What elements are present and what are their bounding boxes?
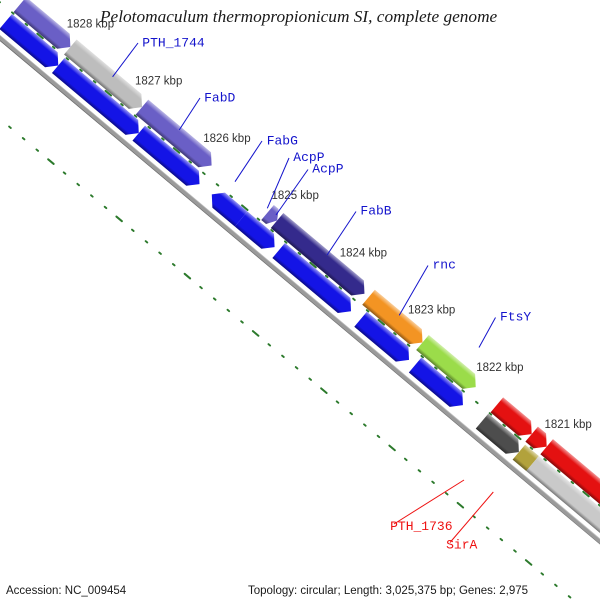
svg-text:1825 kbp: 1825 kbp — [272, 190, 319, 202]
svg-text:FabB: FabB — [360, 204, 391, 219]
svg-text:rnc: rnc — [433, 258, 456, 273]
svg-text:PTH_1736: PTH_1736 — [390, 519, 452, 534]
svg-text:1827 kbp: 1827 kbp — [135, 76, 182, 88]
svg-text:SirA: SirA — [446, 538, 477, 553]
svg-text:PTH_1744: PTH_1744 — [142, 36, 205, 51]
svg-text:1823 kbp: 1823 kbp — [408, 305, 455, 317]
svg-text:FabG: FabG — [267, 134, 298, 149]
svg-text:1826 kbp: 1826 kbp — [203, 133, 250, 145]
svg-text:1821 kbp: 1821 kbp — [544, 419, 591, 431]
svg-text:AcpP: AcpP — [312, 162, 343, 177]
svg-text:FtsY: FtsY — [500, 310, 531, 325]
svg-text:1822 kbp: 1822 kbp — [476, 362, 523, 374]
svg-text:FabD: FabD — [204, 91, 235, 106]
svg-text:1824 kbp: 1824 kbp — [340, 247, 387, 259]
